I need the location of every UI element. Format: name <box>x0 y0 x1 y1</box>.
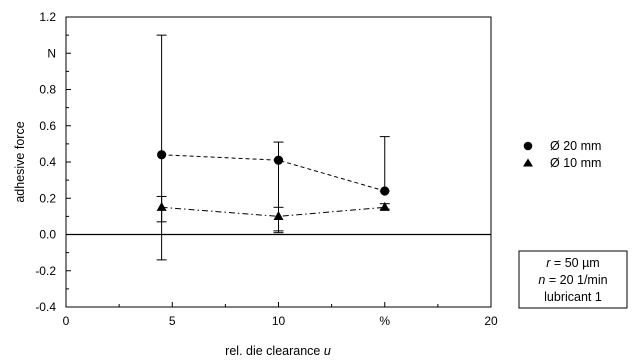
data-point-circle <box>273 155 284 165</box>
annotation-lubricant: lubricant 1 <box>544 290 602 304</box>
y-tick-label: 0.6 <box>39 119 56 133</box>
data-point-circle <box>157 150 167 160</box>
data-markers <box>156 150 390 220</box>
x-axis-ticks: 0 5 10% 20 <box>63 302 498 328</box>
legend-circle-marker <box>523 141 533 151</box>
data-point-triangle <box>379 201 390 211</box>
x-tick-label: 10 <box>272 314 286 328</box>
annotation-speed: n = 20 1/min <box>538 273 607 287</box>
x-tick-label: % <box>379 314 390 328</box>
y-tick-label: 0.4 <box>39 155 56 169</box>
x-tick-label: 0 <box>63 314 70 328</box>
x-tick-label: 20 <box>484 314 498 328</box>
series-line-0 <box>161 154 385 192</box>
annotation-radius: r = 50 µm <box>546 256 599 270</box>
y-axis-title: adhesive force <box>13 121 27 202</box>
x-axis-title: rel. die clearance u <box>225 344 331 358</box>
y-tick-label: -0.4 <box>35 300 56 314</box>
y-tick-label: 0.2 <box>39 191 56 205</box>
error-bars <box>156 34 390 261</box>
legend-triangle-marker <box>523 158 533 167</box>
x-tick-label: 5 <box>169 314 176 328</box>
legend-label-20mm: Ø 20 mm <box>550 139 601 153</box>
data-point-circle <box>380 186 390 196</box>
data-point-triangle <box>273 210 284 220</box>
y-tick-label: 1.2 <box>39 10 56 24</box>
y-tick-label: N <box>47 46 56 60</box>
y-tick-label: 0.0 <box>39 228 56 242</box>
legend: Ø 20 mm Ø 10 mm <box>523 139 601 170</box>
y-tick-label: -0.2 <box>35 264 56 278</box>
series-line-1 <box>161 206 385 217</box>
legend-label-10mm: Ø 10 mm <box>550 156 601 170</box>
annotation-frame <box>518 250 628 309</box>
parameter-annotation-box: r = 50 µm n = 20 1/min lubricant 1 <box>518 250 628 309</box>
data-point-triangle <box>156 201 167 211</box>
series-lines <box>161 154 385 217</box>
y-tick-label: 0.8 <box>39 83 56 97</box>
